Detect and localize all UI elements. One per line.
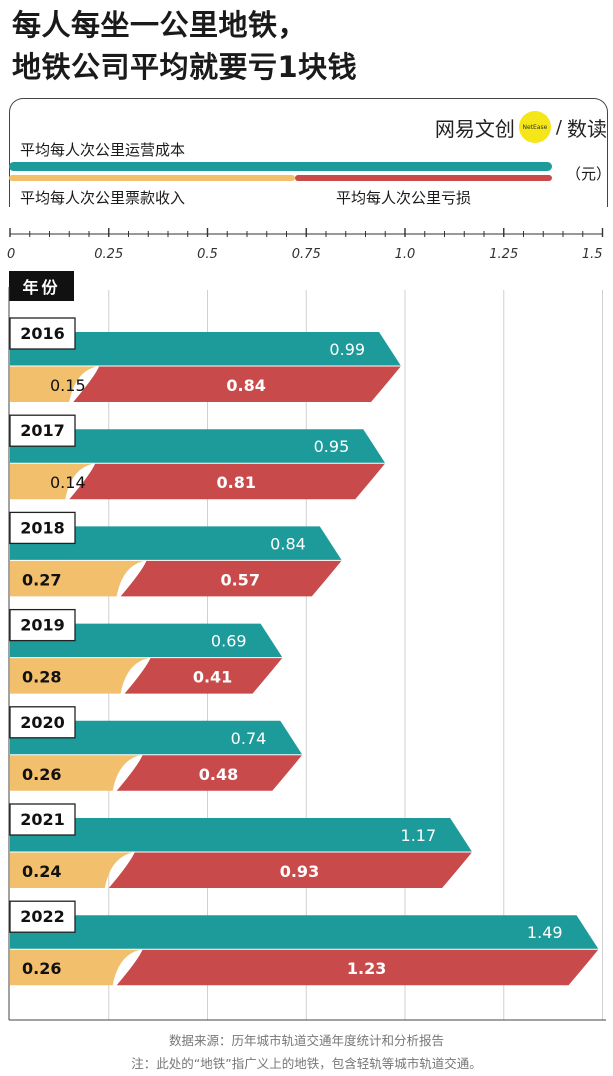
chart-title-line-1: 每人每坐一公里地铁， <box>12 8 308 42</box>
revenue-value-label: 0.15 <box>50 376 86 395</box>
loss-bar <box>116 754 303 791</box>
revenue-bar <box>10 754 143 791</box>
footnote: 注：此处的“地铁”指广义上的地铁，包含轻轨等城市轨道交通。 <box>131 1056 482 1071</box>
cost-bar <box>10 623 283 658</box>
cost-bar <box>10 526 342 561</box>
year-tag-box <box>9 608 76 642</box>
brand-separator: / <box>555 116 562 138</box>
unit-label: （元） <box>566 165 612 183</box>
data-source-note: 数据来源：历年城市轨道交通年度统计和分析报告 <box>168 1033 444 1048</box>
brand-name: 网易文创 <box>434 116 515 141</box>
legend-cost-bar <box>9 162 552 171</box>
brand-logo: 网易文创 NetEase / 数读 <box>434 111 607 143</box>
cost-value-label: 0.99 <box>329 340 365 359</box>
cost-value-label: 1.17 <box>401 826 437 845</box>
legend-revenue-label: 平均每人次公里票款收入 <box>20 189 186 207</box>
chart-title-line-2: 地铁公司平均就要亏1块钱 <box>12 50 358 84</box>
x-tick-label: 0 <box>7 247 15 262</box>
legend-revenue-bar <box>9 175 295 181</box>
year-tag-box <box>9 803 76 836</box>
brand-sub: 数读 <box>567 116 607 141</box>
year-label: 2019 <box>20 616 65 635</box>
brand-badge-icon: NetEase <box>518 111 551 143</box>
x-tick-label: 0.5 <box>197 247 218 262</box>
year-tag-box <box>9 414 76 447</box>
year-tag-box <box>9 511 76 545</box>
year-label: 2017 <box>20 421 65 440</box>
loss-value-label: 0.57 <box>220 570 259 589</box>
loss-value-label: 1.23 <box>347 959 386 978</box>
cost-value-label: 0.69 <box>211 632 247 651</box>
loss-bar <box>116 949 599 986</box>
revenue-value-label: 0.27 <box>22 570 61 589</box>
cost-bar <box>10 720 303 755</box>
loss-bar <box>73 366 402 402</box>
year-tag-box <box>9 706 76 739</box>
legend-cost-label: 平均每人次公里运营成本 <box>20 141 186 159</box>
x-tick-label: 0.25 <box>94 247 123 262</box>
legend-bars <box>9 162 552 181</box>
loss-value-label: 0.41 <box>193 668 232 687</box>
cost-value-label: 0.84 <box>270 534 306 553</box>
revenue-bar <box>10 463 96 500</box>
x-tick-label: 1.0 <box>395 247 416 262</box>
revenue-value-label: 0.26 <box>22 959 61 978</box>
year-label: 2016 <box>20 324 65 343</box>
x-tick-label: 0.75 <box>292 247 321 262</box>
cost-bar <box>10 429 386 464</box>
legend-frame <box>9 98 608 207</box>
x-tick-label: 1.5 <box>582 247 603 262</box>
loss-value-label: 0.81 <box>217 473 256 492</box>
cost-value-label: 0.74 <box>231 729 267 748</box>
brand-badge-text: NetEase <box>522 123 548 131</box>
revenue-bar <box>10 366 100 402</box>
revenue-bar <box>10 949 143 986</box>
revenue-value-label: 0.14 <box>50 473 86 492</box>
revenue-bar <box>10 657 151 694</box>
legend-loss-bar <box>295 175 552 181</box>
chart-title: 每人每坐一公里地铁， 地铁公司平均就要亏1块钱 <box>12 4 357 88</box>
loss-value-label: 0.93 <box>280 862 319 881</box>
cost-bar <box>10 818 473 852</box>
loss-bar <box>108 852 473 888</box>
cost-value-label: 0.95 <box>314 437 350 456</box>
revenue-value-label: 0.28 <box>22 668 61 687</box>
x-axis: 0 0.25 0.5 0.75 1.0 1.25 1.5 <box>7 228 604 262</box>
year-label: 2022 <box>20 907 65 926</box>
revenue-value-label: 0.26 <box>22 765 61 784</box>
cost-bar <box>10 915 599 950</box>
year-tag-box <box>9 900 76 933</box>
loss-bar <box>69 463 386 500</box>
x-tick-label: 1.25 <box>489 247 518 262</box>
cost-bar <box>10 332 402 366</box>
revenue-bar <box>10 852 135 888</box>
loss-value-label: 0.48 <box>199 765 238 784</box>
revenue-bar <box>10 560 147 597</box>
year-label: 2018 <box>20 518 65 537</box>
year-tag-box <box>9 317 76 350</box>
legend-loss-label: 平均每人次公里亏损 <box>336 189 472 207</box>
revenue-value-label: 0.24 <box>22 862 61 881</box>
loss-value-label: 0.84 <box>226 376 265 395</box>
year-label: 2020 <box>20 713 65 732</box>
cost-value-label: 1.49 <box>527 923 563 942</box>
year-label: 2021 <box>20 810 65 829</box>
loss-bar <box>124 657 283 694</box>
years-label: 年份 <box>9 271 74 301</box>
loss-bar <box>120 560 342 597</box>
